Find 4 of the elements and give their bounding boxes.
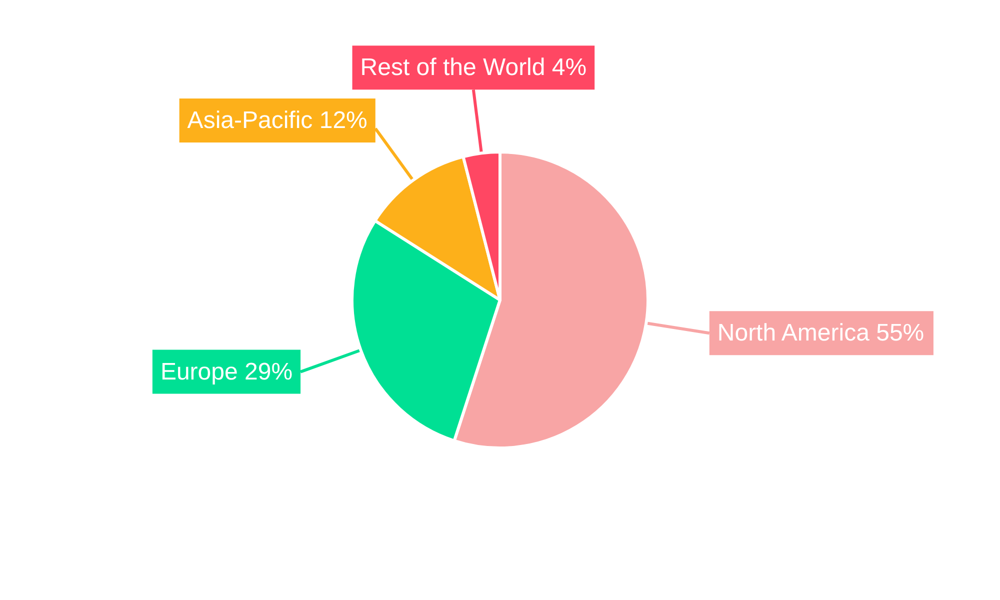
slice-label: North America 55%	[717, 320, 924, 347]
slice-label: Rest of the World 4%	[360, 54, 587, 82]
slice-label: Asia-Pacific 12%	[187, 106, 368, 134]
slice-label: Europe 29%	[160, 358, 293, 386]
